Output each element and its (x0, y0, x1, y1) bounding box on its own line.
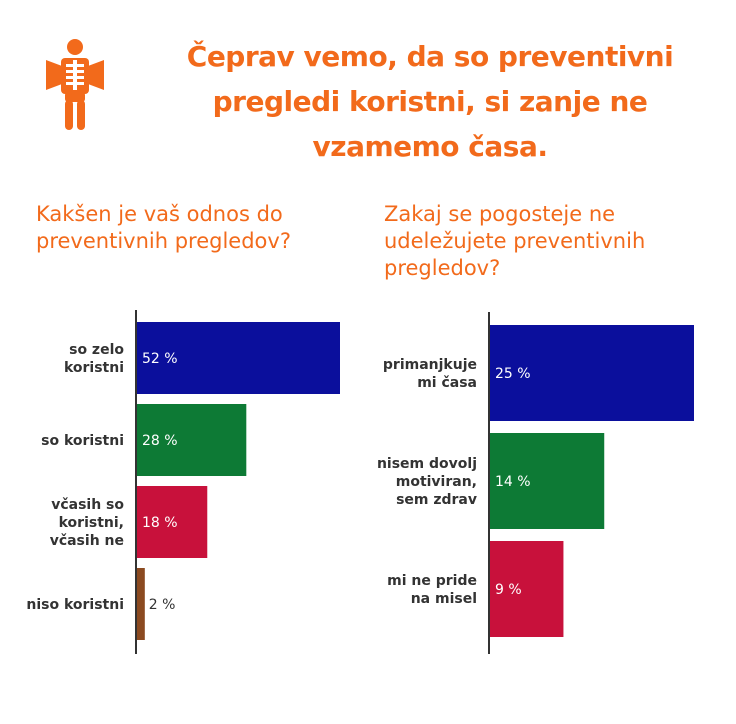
chart-left-bar-0 (137, 322, 340, 394)
chart-right: 25 % primanjkuje mi časa 14 % nisem dovolj mo… (377, 312, 694, 654)
chart-left-category-label-2: včasih so koristni, včasih ne (50, 497, 125, 549)
chart-left-value-label-0: 52 % (142, 351, 178, 367)
chart-right-bar-1 (490, 433, 605, 529)
chart-left-value-label-3: 2 % (149, 597, 176, 613)
x-ray-skeleton-icon (46, 39, 104, 130)
chart-left-value-label-2: 18 % (142, 515, 178, 531)
chart-left-category-label-0: so zelo koristni (64, 342, 124, 376)
chart-left-bar-2 (137, 486, 208, 558)
chart-right-category-label-1: nisem dovolj motiviran, sem zdrav (377, 456, 477, 508)
chart-left-category-label-1: so koristni (41, 433, 124, 449)
chart-right-title: Zakaj se pogosteje ne udeležujete preven… (384, 202, 646, 280)
chart-right-value-label-2: 9 % (495, 582, 522, 598)
chart-right-value-label-0: 25 % (495, 366, 531, 382)
chart-left: 52 % so zelo koristni 28 % so koristni 18 % vč… (26, 310, 340, 654)
chart-left-title: Kakšen je vaš odnos do preventivnih preg… (36, 202, 291, 253)
chart-right-bar-0 (490, 325, 694, 421)
chart-left-value-label-1: 28 % (142, 433, 178, 449)
chart-right-bar-2 (490, 541, 564, 637)
chart-right-value-label-1: 14 % (495, 474, 531, 490)
chart-left-bar-1 (137, 404, 247, 476)
chart-right-category-label-2: mi ne pride na misel (387, 573, 477, 607)
chart-left-bar-3 (137, 568, 145, 640)
chart-right-category-label-0: primanjkuje mi časa (383, 357, 477, 391)
headline: Čeprav vemo, da so preventivni pregledi … (186, 40, 674, 163)
chart-left-category-label-3: niso koristni (26, 597, 124, 613)
